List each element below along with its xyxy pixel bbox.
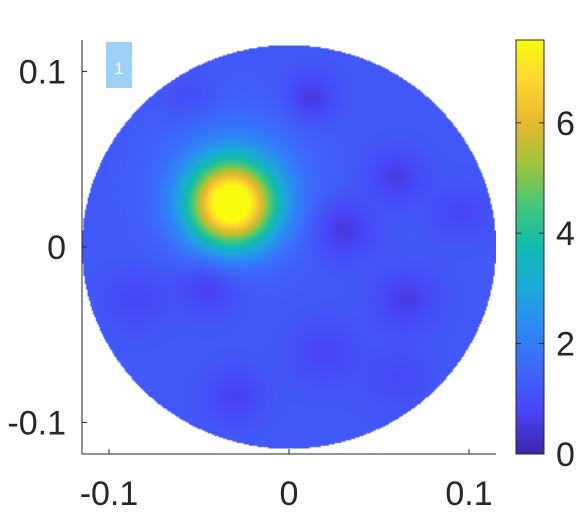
y-tick-label: 0 [47, 229, 66, 267]
x-tick-label: -0.1 [80, 475, 139, 513]
colorbar-border [515, 39, 545, 455]
colorbar-tick-label: 2 [556, 326, 575, 364]
colorbar: 0 2 4 6 [515, 39, 575, 474]
colorbar-tick-label: 0 [556, 436, 575, 474]
annotation-label: 1 [106, 42, 132, 88]
x-ticks: -0.1 0 0.1 [80, 449, 493, 513]
heatmap-disc [82, 40, 496, 454]
annotation-text: 1 [114, 59, 123, 78]
colorbar-ticks: 0 2 4 6 [516, 105, 575, 474]
colorbar-tick-label: 4 [556, 215, 575, 253]
annotation-box [106, 42, 132, 88]
y-tick-label: -0.1 [7, 404, 66, 442]
y-ticks: 0.1 0 -0.1 [7, 54, 87, 442]
colorbar-tick-label: 6 [556, 105, 575, 143]
x-tick-label: 0 [280, 475, 299, 513]
x-tick-label: 0.1 [445, 475, 492, 513]
y-tick-label: 0.1 [19, 54, 66, 92]
colorbar-gradient [516, 40, 544, 454]
